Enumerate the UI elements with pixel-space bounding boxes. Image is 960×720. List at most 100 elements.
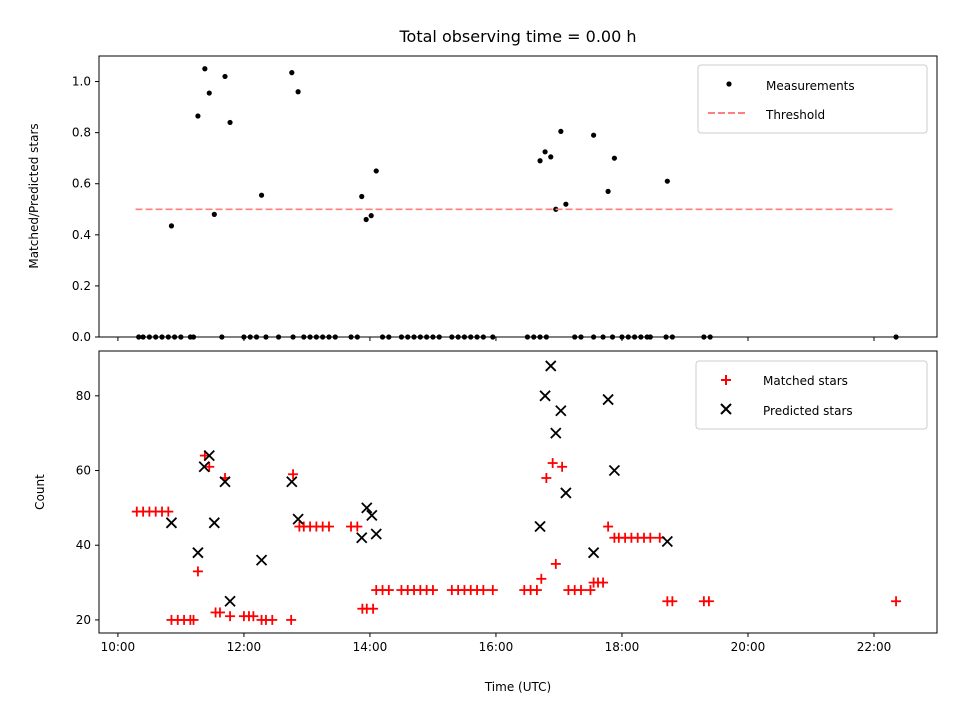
ratio-y-tick-label: 0.2: [72, 279, 91, 293]
matched-point: [541, 472, 552, 483]
predicted-point: [361, 502, 373, 514]
predicted-point: [608, 464, 621, 477]
predicted-point-b: [366, 509, 378, 521]
count-legend: Matched stars Predicted stars: [695, 360, 928, 430]
count-y-tick-label: 80: [76, 389, 91, 403]
matched-point: [550, 558, 561, 569]
measurements-legend-marker: [726, 81, 732, 87]
count-plot-frame: [98, 350, 938, 634]
measurement-point: [206, 90, 212, 96]
predicted-point-b: [255, 554, 268, 566]
predicted-point: [587, 547, 600, 559]
predicted-point: [539, 390, 551, 402]
predicted-point: [550, 427, 562, 439]
measurement-point: [359, 193, 365, 200]
predicted-point-b: [224, 595, 236, 607]
ratio-y-axis-label: Matched/Predicted stars: [27, 123, 41, 268]
chart-title: Total observing time = 0.00 h: [398, 27, 636, 46]
predicted-point: [370, 528, 382, 540]
predicted-point-b: [550, 427, 562, 439]
measurement-point: [537, 158, 543, 164]
count-plot-area: 20 40 60 80 10:00 12:00 14:00 16:00 18:00 20:00 22…: [76, 360, 902, 654]
ratio-y-tick-label: 0.6: [72, 177, 91, 191]
measurement-point: [563, 201, 569, 207]
matched-point: [163, 506, 174, 517]
predicted-point-b: [539, 390, 551, 402]
matched-point: [487, 585, 498, 596]
predicted-point: [356, 532, 368, 544]
predicted-point: [534, 520, 546, 533]
count-legend-box: [695, 360, 928, 430]
measurement-point: [295, 89, 301, 95]
predicted-point-b: [555, 405, 567, 417]
predicted-point: [555, 405, 567, 417]
matched-point: [598, 577, 609, 588]
matched-point: [703, 596, 714, 607]
count-x-tick-label: 12:00: [227, 640, 262, 654]
measurement-point: [289, 70, 295, 76]
measurement-point: [591, 132, 597, 138]
predicted-point-b: [534, 520, 546, 533]
measurement-point: [373, 168, 379, 174]
predicted-point-b: [208, 517, 220, 529]
measurement-point: [168, 223, 175, 229]
predicted-point-b: [545, 360, 557, 372]
count-x-tick-label: 20:00: [731, 640, 766, 654]
count-y-axis-label: Count: [33, 474, 47, 510]
predicted-point-b: [292, 513, 304, 525]
predicted-point: [661, 535, 673, 548]
predicted-point-b: [356, 532, 368, 544]
matched-point: [248, 611, 259, 622]
measurement-point: [611, 155, 618, 161]
measurement-point: [222, 73, 228, 80]
matched-point: [267, 614, 278, 625]
predicted-point: [224, 595, 236, 607]
measurement-point: [548, 154, 554, 160]
predicted-point-b: [203, 449, 215, 462]
matched-legend-label: Matched stars: [763, 374, 848, 388]
ratio-legend-box: [697, 64, 928, 134]
matched-point: [214, 607, 225, 618]
predicted-point-b: [286, 476, 298, 488]
matched-point: [288, 469, 299, 480]
predicted-point: [560, 487, 572, 499]
matched-point: [536, 573, 547, 584]
measurement-point: [227, 119, 233, 126]
measurement-point: [258, 192, 265, 198]
count-panel: Count Time (UTC) 20 40 60 80 10:00 12:00 14:00…: [33, 350, 938, 694]
predicted-point: [602, 393, 614, 406]
predicted-point-b: [602, 393, 614, 406]
ratio-plot-area: 0.0 0.2 0.4 0.6 0.8 1.0: [72, 66, 899, 344]
predicted-point: [292, 513, 304, 525]
predicted-legend-marker: [720, 403, 732, 415]
predicted-point-b: [361, 502, 373, 514]
predicted-point-b: [165, 517, 178, 529]
ratio-legend: Measurements Threshold: [697, 64, 928, 134]
measurement-point: [211, 211, 217, 217]
measurement-point: [363, 216, 369, 223]
predicted-point-b: [370, 528, 382, 540]
predicted-point-b: [661, 535, 673, 548]
matched-point: [891, 596, 902, 607]
predicted-point: [545, 360, 557, 372]
matched-point: [576, 585, 587, 596]
predicted-point: [208, 517, 220, 529]
matched-point: [383, 585, 394, 596]
count-x-tick-label: 22:00: [857, 640, 892, 654]
predicted-point-b: [192, 547, 204, 559]
measurement-point: [558, 128, 564, 134]
predicted-point-b: [560, 487, 572, 499]
measurement-point: [542, 149, 548, 155]
count-x-tick-label: 16:00: [479, 640, 514, 654]
predicted-point: [203, 449, 215, 462]
matched-point: [286, 614, 297, 625]
matched-point: [585, 585, 596, 596]
matched-point: [547, 458, 558, 469]
count-y-tick-label: 60: [76, 464, 91, 478]
matched-point: [478, 585, 489, 596]
ratio-y-tick-label: 0.4: [72, 228, 91, 242]
predicted-point: [366, 509, 378, 521]
matched-point: [645, 532, 656, 543]
ratio-y-tick-label: 0.0: [72, 330, 91, 344]
predicted-point-b: [219, 476, 231, 488]
